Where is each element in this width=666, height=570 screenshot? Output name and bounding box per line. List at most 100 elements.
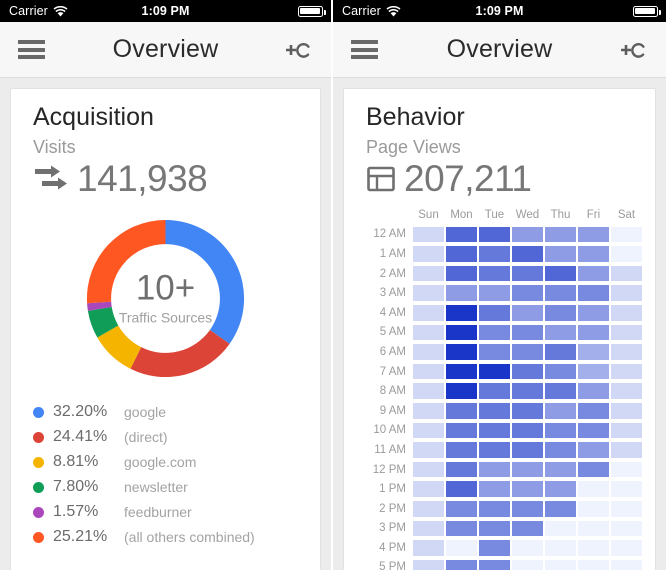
heatmap-cell[interactable] (445, 460, 478, 479)
heatmap-cell[interactable] (412, 558, 445, 570)
heatmap-cell[interactable] (478, 303, 511, 322)
heatmap-cell[interactable] (544, 480, 577, 498)
heatmap-cell[interactable] (478, 343, 511, 361)
heatmap-cell[interactable] (577, 480, 610, 498)
heatmap-cell[interactable] (511, 519, 544, 538)
heatmap-cell[interactable] (478, 460, 511, 479)
heatmap-cell[interactable] (445, 343, 478, 361)
heatmap-cell[interactable] (610, 323, 643, 342)
heatmap-cell[interactable] (412, 499, 445, 518)
heatmap-cell[interactable] (544, 245, 577, 263)
heatmap-cell[interactable] (412, 264, 445, 283)
heatmap-cell[interactable] (544, 303, 577, 322)
heatmap-cell[interactable] (544, 401, 577, 420)
heatmap-cell[interactable] (610, 460, 643, 479)
heatmap-cell[interactable] (412, 382, 445, 400)
heatmap-cell[interactable] (412, 480, 445, 498)
heatmap-cell[interactable] (445, 284, 478, 302)
heatmap-cell[interactable] (577, 343, 610, 361)
heatmap-cell[interactable] (610, 303, 643, 322)
heatmap-cell[interactable] (511, 323, 544, 342)
heatmap-cell[interactable] (478, 539, 511, 557)
heatmap-cell[interactable] (478, 382, 511, 400)
heatmap-cell[interactable] (577, 225, 610, 244)
heatmap-cell[interactable] (610, 519, 643, 538)
heatmap-cell[interactable] (412, 460, 445, 479)
heatmap-cell[interactable] (445, 303, 478, 322)
heatmap-cell[interactable] (511, 460, 544, 479)
heatmap-cell[interactable] (412, 362, 445, 381)
heatmap-cell[interactable] (478, 245, 511, 263)
heatmap-cell[interactable] (478, 264, 511, 283)
heatmap-cell[interactable] (577, 245, 610, 263)
heatmap-cell[interactable] (445, 519, 478, 538)
heatmap-cell[interactable] (478, 323, 511, 342)
heatmap-cell[interactable] (577, 362, 610, 381)
heatmap-cell[interactable] (412, 225, 445, 244)
heatmap-cell[interactable] (478, 558, 511, 570)
heatmap-cell[interactable] (511, 284, 544, 302)
heatmap-cell[interactable] (478, 225, 511, 244)
traffic-sources-donut-chart[interactable]: 10+ Traffic Sources (58, 205, 273, 392)
heatmap-cell[interactable] (445, 225, 478, 244)
heatmap-cell[interactable] (610, 558, 643, 570)
heatmap-cell[interactable] (577, 499, 610, 518)
heatmap-cell[interactable] (511, 343, 544, 361)
heatmap-cell[interactable] (544, 382, 577, 400)
heatmap-cell[interactable] (445, 441, 478, 459)
heatmap-cell[interactable] (544, 539, 577, 557)
heatmap-cell[interactable] (577, 303, 610, 322)
heatmap-cell[interactable] (412, 401, 445, 420)
heatmap-cell[interactable] (412, 284, 445, 302)
heatmap-cell[interactable] (610, 421, 643, 440)
heatmap-cell[interactable] (445, 401, 478, 420)
heatmap-cell[interactable] (445, 382, 478, 400)
heatmap-cell[interactable] (445, 499, 478, 518)
heatmap-cell[interactable] (478, 401, 511, 420)
heatmap-cell[interactable] (412, 519, 445, 538)
heatmap-cell[interactable] (610, 499, 643, 518)
heatmap-cell[interactable] (577, 323, 610, 342)
heatmap-cell[interactable] (445, 362, 478, 381)
heatmap-cell[interactable] (478, 362, 511, 381)
heatmap-cell[interactable] (577, 441, 610, 459)
heatmap-cell[interactable] (511, 441, 544, 459)
heatmap-cell[interactable] (610, 284, 643, 302)
heatmap-cell[interactable] (544, 225, 577, 244)
heatmap-cell[interactable] (610, 225, 643, 244)
heatmap-cell[interactable] (544, 558, 577, 570)
heatmap-cell[interactable] (544, 323, 577, 342)
heatmap-cell[interactable] (610, 401, 643, 420)
heatmap-cell[interactable] (412, 539, 445, 557)
heatmap-cell[interactable] (511, 245, 544, 263)
heatmap-cell[interactable] (577, 460, 610, 479)
heatmap-cell[interactable] (511, 303, 544, 322)
heatmap-cell[interactable] (445, 264, 478, 283)
heatmap-cell[interactable] (544, 264, 577, 283)
heatmap-cell[interactable] (577, 558, 610, 570)
heatmap-cell[interactable] (478, 441, 511, 459)
heatmap-cell[interactable] (511, 362, 544, 381)
heatmap-cell[interactable] (544, 460, 577, 479)
heatmap-cell[interactable] (610, 480, 643, 498)
heatmap-cell[interactable] (478, 499, 511, 518)
heatmap-cell[interactable] (412, 421, 445, 440)
page-views-heatmap[interactable]: Sun Mon Tue Wed Thu Fri Sat 12 AM 1 AM 2 AM 3 AM 4… (344, 205, 655, 570)
heatmap-cell[interactable] (511, 382, 544, 400)
heatmap-cell[interactable] (511, 539, 544, 557)
heatmap-cell[interactable] (445, 421, 478, 440)
heatmap-cell[interactable] (544, 284, 577, 302)
heatmap-cell[interactable] (577, 284, 610, 302)
heatmap-cell[interactable] (610, 343, 643, 361)
heatmap-cell[interactable] (511, 264, 544, 283)
heatmap-cell[interactable] (577, 264, 610, 283)
heatmap-cell[interactable] (445, 480, 478, 498)
heatmap-cell[interactable] (577, 382, 610, 400)
add-refresh-icon[interactable] (283, 38, 313, 62)
heatmap-cell[interactable] (577, 421, 610, 440)
heatmap-cell[interactable] (577, 539, 610, 557)
heatmap-cell[interactable] (610, 382, 643, 400)
heatmap-cell[interactable] (544, 519, 577, 538)
heatmap-cell[interactable] (445, 558, 478, 570)
heatmap-cell[interactable] (478, 480, 511, 498)
